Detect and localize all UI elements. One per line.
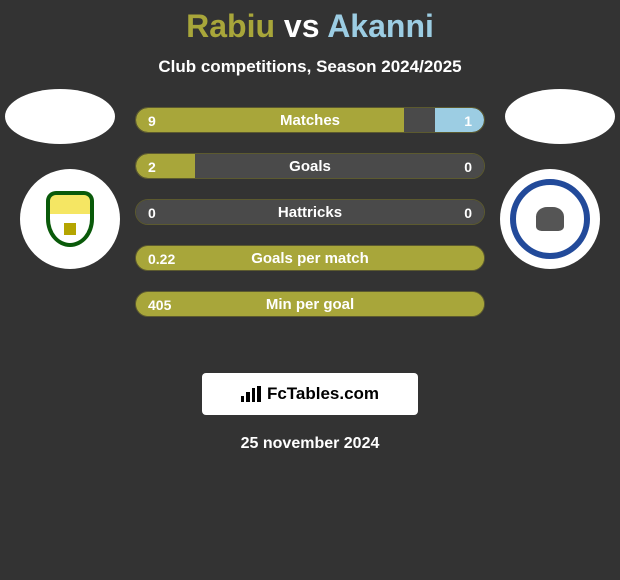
stat-label: Min per goal [136, 292, 484, 317]
stat-label: Hattricks [136, 200, 484, 225]
stat-row: 00Hattricks [135, 199, 485, 225]
root: Rabiu vs Akanni Club competitions, Seaso… [0, 0, 620, 453]
player2-name: Akanni [327, 8, 434, 44]
player2-club-badge [500, 169, 600, 269]
date-text: 25 november 2024 [0, 435, 620, 453]
branding-badge: FcTables.com [202, 373, 418, 415]
club-crest-icon [510, 179, 590, 259]
club-crest-icon [46, 191, 94, 247]
stat-row: 91Matches [135, 107, 485, 133]
bar-chart-icon [241, 386, 261, 402]
stat-label: Goals [136, 154, 484, 179]
subtitle: Club competitions, Season 2024/2025 [0, 57, 620, 77]
player2-avatar-placeholder [505, 89, 615, 144]
stat-bars: 91Matches 20Goals 00Hattricks 0.22Goals per… [135, 107, 485, 317]
page-title: Rabiu vs Akanni [0, 8, 620, 45]
stat-row: 405Min per goal [135, 291, 485, 317]
stat-label: Matches [136, 108, 484, 133]
comparison-area: 91Matches 20Goals 00Hattricks 0.22Goals per… [0, 107, 620, 367]
stat-label: Goals per match [136, 246, 484, 271]
stat-row: 0.22Goals per match [135, 245, 485, 271]
player1-club-badge [20, 169, 120, 269]
player1-name: Rabiu [186, 8, 275, 44]
player1-avatar-placeholder [5, 89, 115, 144]
branding-text: FcTables.com [267, 384, 379, 404]
stat-row: 20Goals [135, 153, 485, 179]
vs-text: vs [284, 8, 320, 44]
